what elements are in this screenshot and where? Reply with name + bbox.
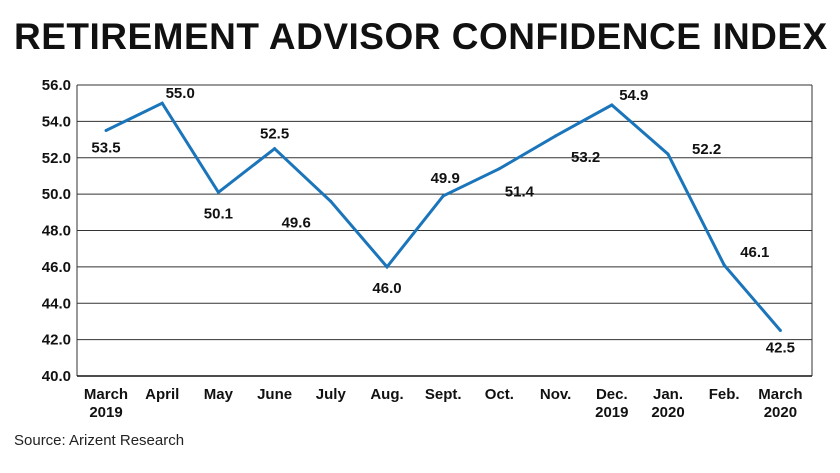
y-tick-label: 40.0	[42, 368, 71, 385]
y-tick-label: 54.0	[42, 113, 71, 130]
data-label: 46.1	[740, 244, 769, 261]
data-label: 52.5	[260, 126, 289, 143]
x-tick-label: Aug.	[370, 386, 403, 403]
data-point	[554, 134, 558, 138]
data-label: 54.9	[619, 87, 648, 104]
data-point	[160, 101, 164, 105]
x-tick-label: Feb.	[709, 386, 740, 403]
data-label: 51.4	[505, 184, 535, 201]
data-point	[666, 152, 670, 156]
x-tick-label: March 2020	[758, 386, 802, 421]
data-point	[610, 103, 614, 107]
data-label: 52.2	[692, 141, 721, 158]
x-tick-label: July	[316, 386, 347, 403]
data-point	[216, 190, 220, 194]
data-point	[329, 199, 333, 203]
x-tick-label: May	[204, 386, 234, 403]
x-tick-label: Nov.	[540, 386, 571, 403]
x-tick-label: June	[257, 386, 292, 403]
y-tick-label: 56.0	[42, 77, 71, 94]
data-point	[273, 147, 277, 151]
x-tick-label: April	[145, 386, 179, 403]
x-tick-label: Dec. 2019	[595, 386, 628, 421]
data-label: 53.5	[91, 139, 120, 156]
x-tick-label: Sept.	[425, 386, 462, 403]
data-label: 49.9	[431, 170, 460, 187]
y-tick-label: 48.0	[42, 223, 71, 240]
data-label: 50.1	[204, 205, 233, 222]
data-label: 46.0	[372, 280, 401, 297]
data-point	[722, 263, 726, 267]
data-point	[104, 128, 108, 132]
y-tick-label: 46.0	[42, 259, 71, 276]
data-point	[441, 194, 445, 198]
chart-title: RETIREMENT ADVISOR CONFIDENCE INDEX	[14, 16, 828, 57]
source-note: Source: Arizent Research	[14, 432, 185, 449]
data-point	[497, 167, 501, 171]
x-tick-label: Oct.	[485, 386, 514, 403]
data-label: 53.2	[571, 149, 600, 166]
data-point	[778, 329, 782, 333]
data-label: 49.6	[282, 214, 311, 231]
data-label: 55.0	[166, 85, 195, 102]
y-tick-label: 42.0	[42, 332, 71, 349]
y-tick-label: 50.0	[42, 186, 71, 203]
data-label: 42.5	[766, 340, 795, 357]
data-point	[385, 265, 389, 269]
x-tick-label: March 2019	[84, 386, 128, 421]
x-tick-label: Jan. 2020	[651, 386, 684, 421]
y-tick-label: 52.0	[42, 150, 71, 167]
y-tick-label: 44.0	[42, 295, 71, 312]
